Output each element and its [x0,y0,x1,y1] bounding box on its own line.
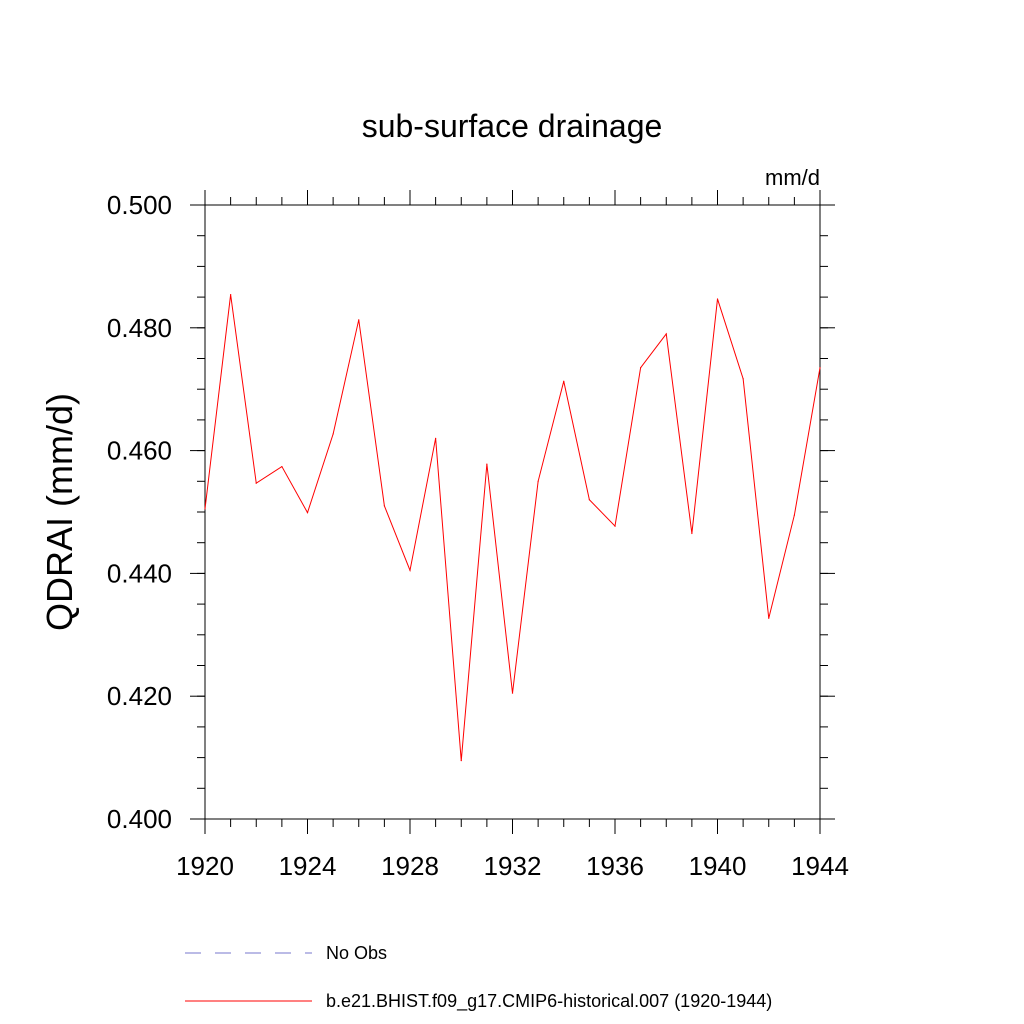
x-tick-label: 1932 [484,851,542,881]
data-point [281,465,283,468]
data-point [537,480,539,482]
data-point [640,367,642,369]
x-tick-label: 1920 [176,851,234,881]
data-point [435,437,437,439]
data-point [793,514,795,516]
data-point [691,532,693,535]
data-point [332,433,334,435]
y-tick-label: 0.420 [107,681,172,711]
legend: No Obs b.e21.BHIST.f09_g17.CMIP6-histori… [185,943,772,1012]
series-line-0 [204,294,821,761]
legend-label-no-obs: No Obs [326,943,387,963]
data-point [614,525,616,527]
x-tick-label: 1936 [586,851,644,881]
y-tick-label: 0.460 [107,436,172,466]
data-point [716,298,719,300]
plot-area: 1920 1924 1928 1932 1936 1940 1944 0.400 0.420 0.… [107,190,849,881]
data-point [742,378,744,380]
chart-title: sub-surface drainage [362,108,663,144]
data-point [358,319,360,321]
data-point [665,333,667,335]
data-point [306,512,309,514]
data-point [486,463,488,465]
data-point [819,367,821,369]
data-point [204,508,206,510]
data-point [460,760,462,762]
legend-label-historical: b.e21.BHIST.f09_g17.CMIP6-historical.007… [326,991,772,1012]
units-label: mm/d [765,165,820,190]
data-point [255,482,257,484]
x-tick-label: 1928 [381,851,439,881]
y-tick-label: 0.480 [107,313,172,343]
y-tick-label: 0.440 [107,558,172,588]
data-point [409,569,411,571]
y-axis-label: QDRAI (mm/d) [39,393,80,631]
data-point [588,499,590,501]
x-tick-label: 1924 [279,851,337,881]
plot-frame [204,204,821,820]
data-point [511,692,514,694]
data-point [768,617,770,619]
y-tick-label: 0.400 [107,804,172,834]
data-point [563,380,565,382]
data-point [230,294,232,296]
y-tick-label: 0.500 [107,190,172,220]
x-tick-label: 1940 [689,851,747,881]
data-point [383,505,385,507]
x-tick-label: 1944 [791,851,849,881]
